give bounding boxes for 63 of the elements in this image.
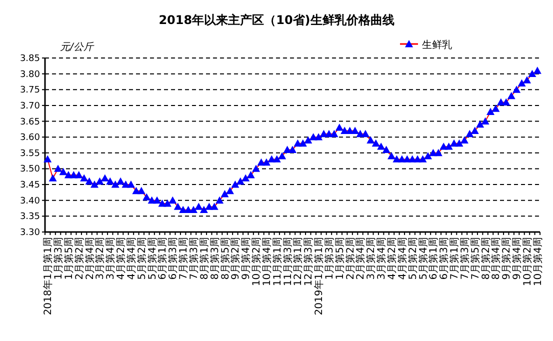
x-tick-label: 3月第4周 — [104, 237, 117, 280]
y-tick-label: 3.50 — [20, 164, 40, 175]
y-tick-label: 3.30 — [20, 228, 40, 238]
x-tick-label: 3月第4周 — [376, 237, 388, 280]
x-tick-label: 5月第2周 — [136, 237, 148, 280]
x-tick-label: 9月第4周 — [511, 237, 524, 280]
x-tick-label: 1月第5周 — [334, 237, 346, 280]
x-tick-label: 10月第2周 — [521, 237, 534, 286]
x-tick-label: 7月第3周 — [458, 237, 471, 280]
y-tick-label: 3.70 — [20, 101, 40, 112]
x-tick-label: 10月第4周 — [532, 237, 544, 286]
x-tick-label: 7月第1周 — [448, 237, 461, 280]
x-tick-label: 1月第3周 — [52, 237, 65, 280]
x-tick-label: 3月第2周 — [365, 237, 378, 280]
x-tick-label: 11月第3周 — [282, 237, 294, 286]
x-tick-label: 4月第4周 — [396, 237, 408, 280]
x-tick-label: 7月第1周 — [178, 237, 190, 280]
x-tick-label: 4月第2周 — [386, 237, 398, 280]
x-tick-label: 5月第2周 — [406, 237, 419, 280]
x-tick-label: 9月第2周 — [230, 237, 242, 280]
x-tick-label: 3月第2周 — [94, 237, 106, 280]
x-tick-label: 5月第4周 — [417, 237, 430, 280]
x-tick-label: 5月第4周 — [146, 237, 158, 280]
x-tick-label: 9月第4周 — [240, 237, 252, 280]
y-tick-label: 3.35 — [20, 212, 40, 222]
x-tick-label: 10月第4周 — [260, 237, 273, 286]
y-tick-label: 3.85 — [20, 54, 40, 64]
x-tick-label: 2月第4周 — [84, 237, 96, 280]
x-tick-label: 6月第1周 — [156, 237, 169, 280]
x-tick-label: 8月第5周 — [219, 237, 232, 280]
x-tick-label: 7月第3周 — [188, 237, 200, 280]
x-tick-label: 8月第2周 — [480, 237, 492, 280]
x-tick-label: 8月第1周 — [198, 237, 210, 280]
x-tick-label: 7月第5周 — [469, 237, 482, 280]
x-tick-label: 12月第1周 — [292, 237, 304, 286]
x-tick-label: 11月第1周 — [271, 237, 284, 286]
y-tick-label: 3.80 — [20, 70, 40, 80]
x-tick-label: 8月第3周 — [208, 237, 221, 280]
y-axis-title: 元/公斤 — [60, 41, 94, 53]
y-tick-label: 3.40 — [20, 196, 40, 206]
x-tick-label: 1月第3周 — [323, 237, 336, 280]
chart-title: 2018年以来主产区（10省)生鲜乳价格曲线 — [158, 13, 394, 27]
x-tick-label: 2月第2周 — [344, 237, 356, 280]
y-tick-label: 3.65 — [20, 117, 40, 128]
x-tick-label: 4月第4周 — [125, 237, 138, 280]
x-tick-label: 12月第3周 — [302, 237, 315, 286]
y-tick-label: 3.45 — [20, 180, 40, 191]
y-tick-label: 3.60 — [20, 133, 40, 144]
x-tick-label: 2月第4周 — [354, 237, 367, 280]
y-tick-label: 3.55 — [20, 148, 40, 159]
x-tick-label: 6月第3周 — [438, 237, 450, 280]
x-tick-label: 2019年1月第1周 — [313, 237, 326, 316]
legend-label: 生鲜乳 — [422, 39, 452, 51]
x-tick-label: 6月第3周 — [167, 237, 180, 280]
y-tick-label: 3.75 — [20, 86, 40, 96]
x-tick-label: 2月第2周 — [73, 237, 86, 280]
x-tick-label: 1月第5周 — [62, 237, 75, 280]
x-tick-label: 8月第4周 — [490, 237, 502, 280]
x-tick-label: 9月第2周 — [500, 237, 513, 280]
x-tick-label: 10月第2周 — [250, 237, 263, 286]
x-tick-label: 6月第1周 — [428, 237, 440, 280]
x-tick-label: 4月第2周 — [115, 237, 128, 280]
x-tick-label: 2018年1月第1周 — [42, 237, 54, 316]
